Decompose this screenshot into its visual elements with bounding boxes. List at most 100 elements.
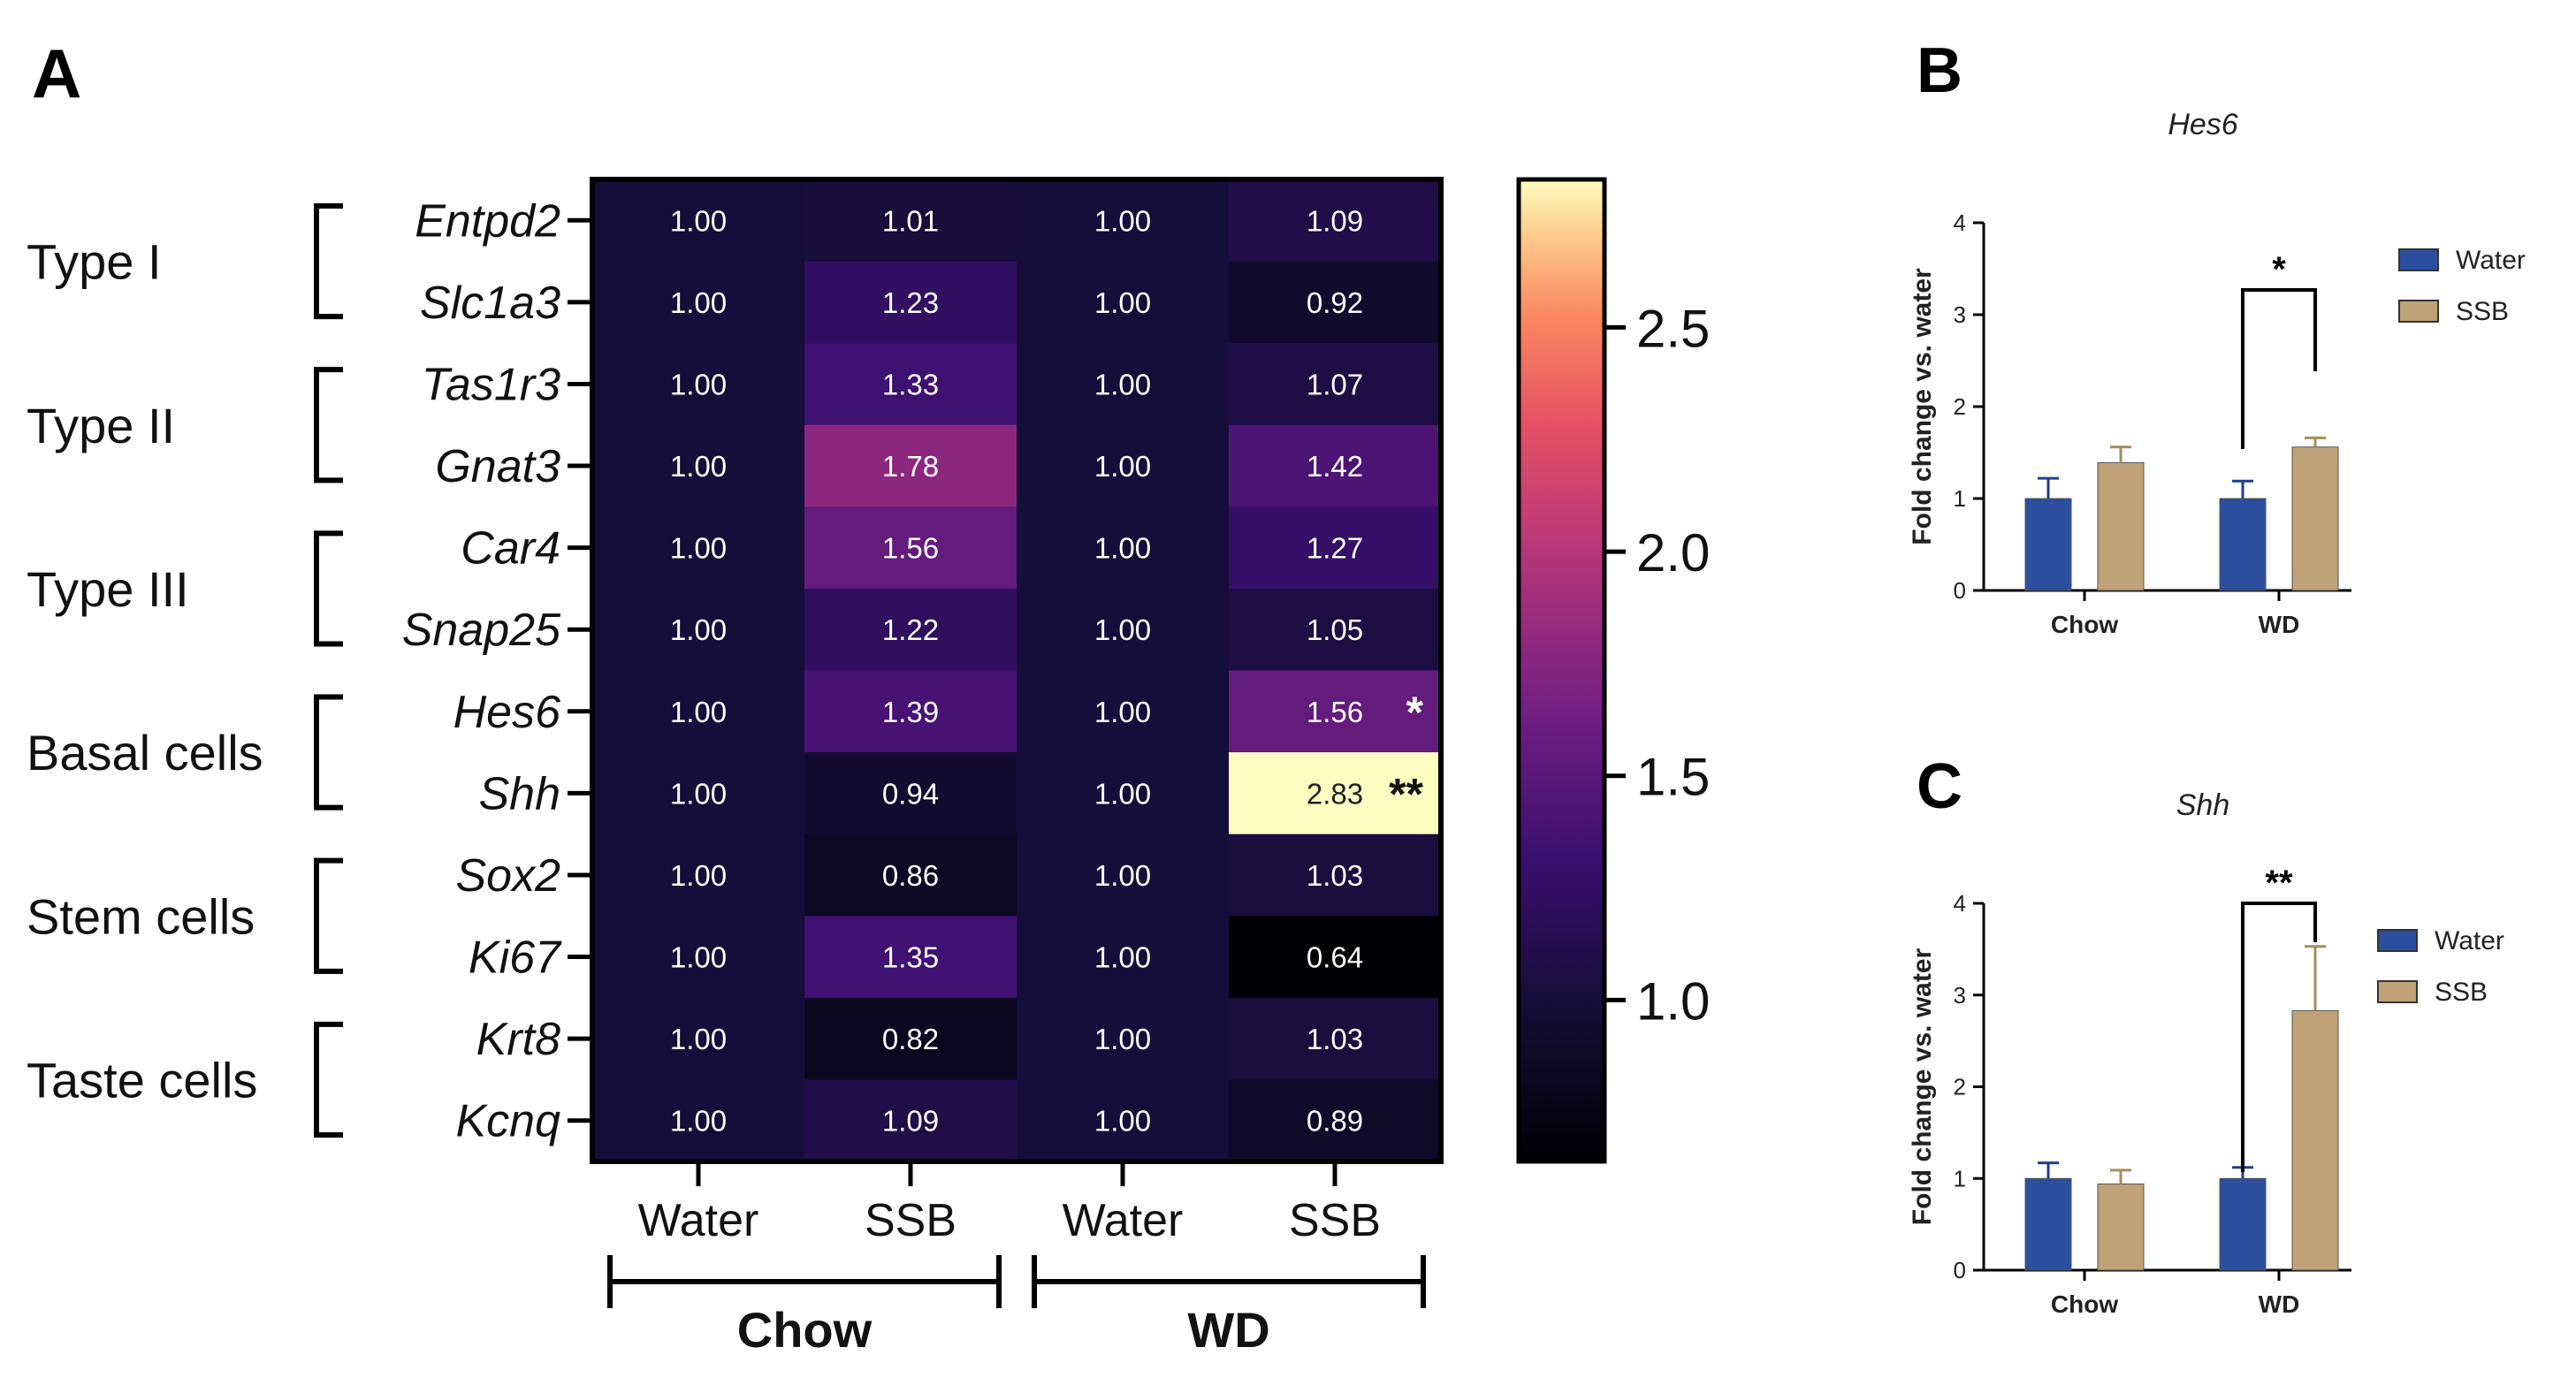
heatmap-cell-value: 1.42 (1307, 450, 1363, 483)
heatmap-cell (804, 752, 1017, 835)
row-group-bracket (314, 694, 343, 811)
row-label: Hes6 (453, 687, 560, 738)
heatmap-cell-value: 1.00 (670, 204, 727, 237)
heatmap-cell-value: 1.35 (882, 941, 939, 974)
heatmap-cell (592, 1079, 805, 1162)
heatmap-cell-value: 1.00 (1094, 286, 1151, 319)
heatmap-cell-value: 1.03 (1307, 1023, 1363, 1055)
y-tick-label: 0 (1954, 1257, 1966, 1283)
row-label: Kcnq (455, 1096, 560, 1147)
heatmap-cell (592, 179, 805, 263)
heatmap-cell-value: 1.00 (1094, 1023, 1151, 1055)
heatmap-cell-value: 1.00 (670, 613, 727, 646)
column-group-label: WD (1187, 1302, 1269, 1358)
heatmap-cell-value: 1.00 (1094, 777, 1151, 810)
row-label: Entpd2 (415, 195, 560, 247)
column-label: Water (1063, 1195, 1184, 1246)
row-label: Ki67 (469, 933, 562, 984)
bar (2024, 498, 2072, 591)
legend-label: SSB (2456, 297, 2509, 326)
heatmap-cell-value: 0.64 (1307, 941, 1363, 974)
heatmap-cell (592, 670, 805, 753)
heatmap-cell (592, 916, 805, 999)
heatmap-cell (1017, 834, 1230, 917)
heatmap-cell-value: 0.94 (882, 777, 939, 810)
heatmap-cell (592, 752, 805, 835)
row-label: Sox2 (455, 850, 560, 902)
column-group-bracket (1032, 1255, 1426, 1308)
row-group-bracket (314, 530, 343, 647)
y-tick-label: 4 (1954, 209, 1966, 236)
heatmap-cell (804, 261, 1017, 344)
heatmap-cell-value: 1.00 (1094, 941, 1151, 974)
colorbar-tick-label: 2.5 (1636, 299, 1710, 358)
bar (2291, 1009, 2339, 1271)
heatmap-cell-value: 1.00 (670, 450, 727, 483)
heatmap-cell-value: 1.00 (670, 1105, 727, 1138)
heatmap-cell-value: 1.22 (882, 613, 939, 646)
heatmap-cell-value: 1.00 (670, 368, 727, 400)
bar (2219, 498, 2267, 591)
bar (2024, 1177, 2072, 1271)
heatmap-cell (1017, 1079, 1230, 1162)
column-group-bracket (607, 1255, 1002, 1308)
heatmap-cell (1017, 261, 1230, 344)
heatmap-cell-value: 1.23 (882, 286, 939, 319)
heatmap-cell (804, 179, 1017, 263)
heatmap-cell-value: 1.07 (1307, 368, 1363, 400)
heatmap-cell (1017, 179, 1230, 263)
heatmap-cell-value: 1.00 (670, 941, 727, 974)
y-tick-label: 0 (1954, 577, 1966, 604)
chart-title: Shh (2176, 788, 2230, 822)
heatmap-border (590, 177, 1444, 1164)
heatmap-cell (804, 343, 1017, 426)
row-group-label: Stem cells (27, 888, 255, 944)
heatmap-cell-value: 2.83 (1307, 777, 1363, 810)
heatmap-cell (1229, 179, 1442, 263)
heatmap-cell (1229, 997, 1442, 1080)
bar-chart-hes6: Hes6 Fold change vs. water 0 1 2 3 4 Chow WD * Wat… (1908, 108, 2526, 638)
row-group-label: Type II (27, 398, 175, 453)
legend-swatch (2398, 300, 2439, 323)
row-group-bracket (314, 857, 343, 974)
heatmap-cell-value: 0.86 (882, 859, 939, 892)
heatmap-cell-value: 1.00 (1094, 368, 1151, 400)
significance-bracket (2241, 288, 2317, 449)
heatmap-cell (592, 506, 805, 590)
colorbar-tick-label: 2.0 (1636, 523, 1710, 582)
bar-chart-shh: Shh Fold change vs. water 0 1 2 3 4 Chow WD ** Wat… (1908, 788, 2504, 1318)
heatmap-cell (1229, 506, 1442, 590)
row-label: Tas1r3 (422, 359, 560, 410)
significance-marker: ** (1389, 769, 1423, 818)
heatmap-cell-value: 1.01 (882, 204, 939, 237)
row-label: Krt8 (476, 1014, 560, 1065)
chart-title: Hes6 (2168, 108, 2237, 141)
heatmap-cell-value: 1.00 (1094, 859, 1151, 892)
y-tick-label: 3 (1954, 301, 1966, 328)
row-group-label: Taste cells (27, 1052, 257, 1108)
legend-label: SSB (2435, 978, 2488, 1007)
y-tick-label: 2 (1954, 1074, 1966, 1100)
row-label: Gnat3 (435, 441, 560, 492)
heatmap-cell (1229, 670, 1442, 753)
y-tick-label: 3 (1954, 982, 1966, 1009)
heatmap-cell-value: 1.00 (670, 859, 727, 892)
x-tick-label: WD (2259, 1290, 2300, 1318)
significance-marker: * (2272, 250, 2286, 289)
heatmap-cell (1229, 834, 1442, 917)
heatmap-cell (592, 424, 805, 507)
heatmap-cell (592, 261, 805, 344)
heatmap-cell (1229, 588, 1442, 671)
heatmap-cell (1229, 916, 1442, 999)
legend-swatch (2398, 248, 2439, 271)
heatmap-cell (1229, 261, 1442, 344)
x-tick-label: WD (2259, 611, 2300, 638)
heatmap-cell (1017, 506, 1230, 590)
y-tick-label: 1 (1954, 485, 1966, 512)
heatmap-cell-value: 1.03 (1307, 859, 1363, 892)
panel-label-a: A (32, 34, 81, 112)
heatmap-cell (1229, 1079, 1442, 1162)
heatmap-cell (804, 506, 1017, 590)
row-label: Slc1a3 (420, 278, 560, 329)
